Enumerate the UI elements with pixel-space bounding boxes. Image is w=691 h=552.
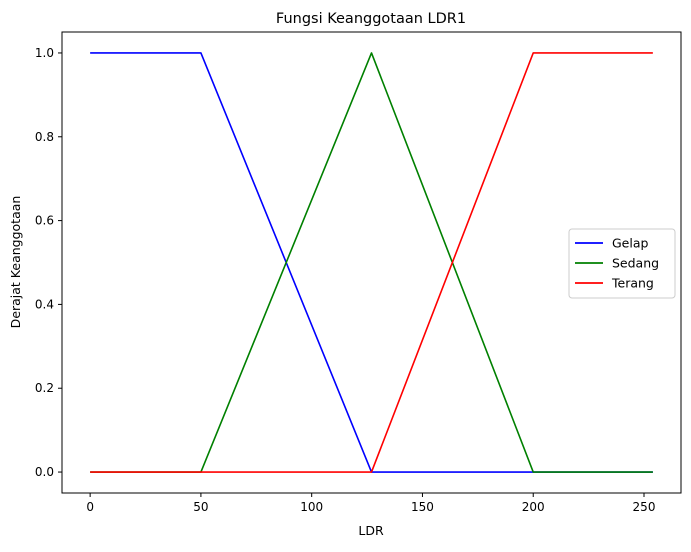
- legend: Gelap Sedang Terang: [568, 228, 676, 299]
- y-tick-label: 0.6: [35, 214, 54, 228]
- y-tick-label: 0.4: [35, 297, 54, 311]
- chart-title: Fungsi Keanggotaan LDR1: [276, 11, 466, 27]
- x-tick-label: 250: [633, 500, 656, 514]
- series-line-terang: [90, 52, 653, 473]
- x-tick-label: 100: [300, 500, 323, 514]
- legend-box: [568, 228, 676, 299]
- y-axis-ticks: 0.0 0.2 0.4 0.6 0.8 1.0: [35, 46, 62, 479]
- y-tick-label: 0.8: [35, 130, 54, 144]
- plot-frame: [61, 31, 682, 494]
- y-tick-label: 0.0: [35, 465, 54, 479]
- x-axis-ticks: 0 50 100 150 200 250: [86, 493, 655, 514]
- x-tick-label: 150: [411, 500, 434, 514]
- series-line-sedang: [90, 52, 653, 473]
- series-line-gelap: [90, 52, 653, 473]
- x-tick-label: 0: [86, 500, 94, 514]
- legend-label-gelap: Gelap: [612, 236, 649, 251]
- x-tick-label: 50: [193, 500, 208, 514]
- legend-label-sedang: Sedang: [612, 256, 659, 271]
- y-tick-label: 0.2: [35, 381, 54, 395]
- legend-label-terang: Terang: [611, 276, 654, 291]
- x-axis-title: LDR: [358, 523, 384, 538]
- y-axis-title: Derajat Keanggotaan: [8, 196, 23, 329]
- legend-items: Gelap Sedang Terang: [575, 236, 659, 291]
- plot-lines: [90, 52, 653, 473]
- x-tick-label: 200: [522, 500, 545, 514]
- y-tick-label: 1.0: [35, 46, 54, 60]
